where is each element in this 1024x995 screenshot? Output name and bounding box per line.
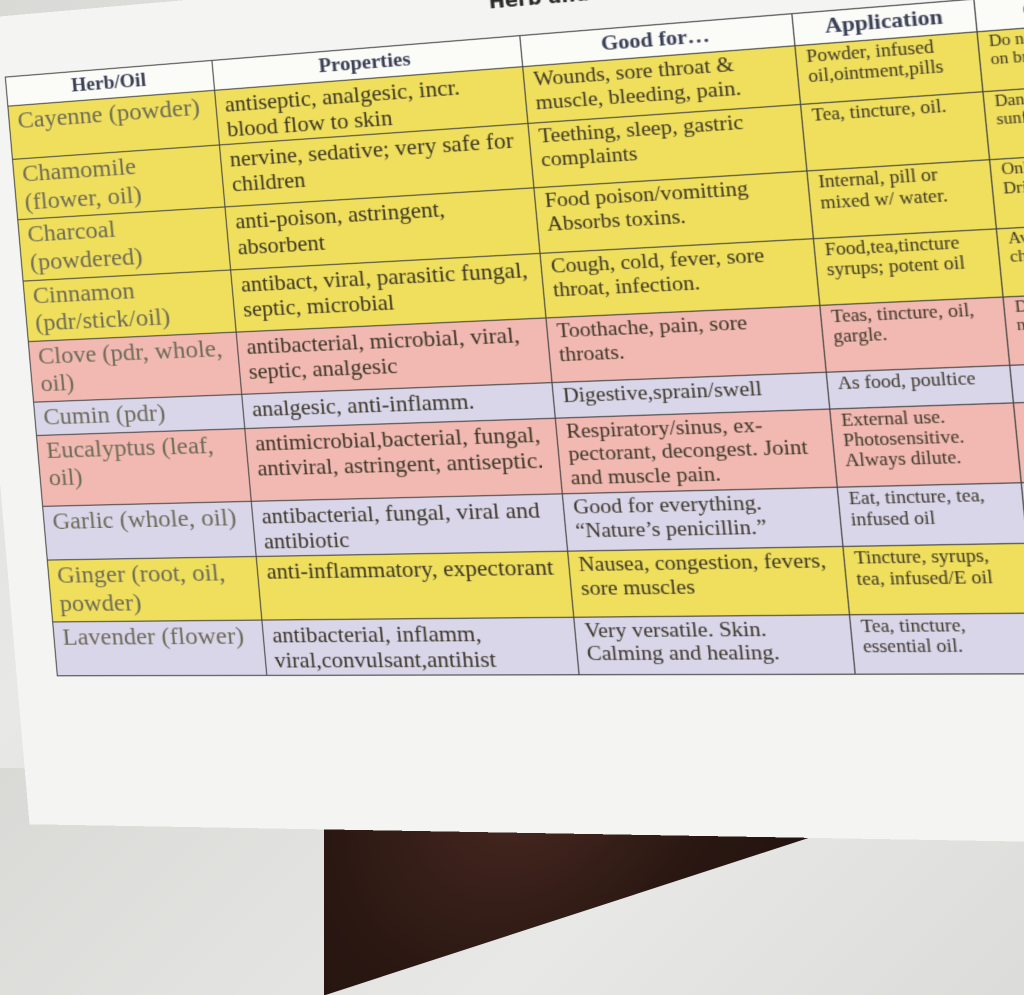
cell-good-for: Very versatile. Skin. Calming and healin…	[573, 614, 856, 675]
cell-application: Tea, tincture, essential oil.	[849, 612, 1024, 675]
cell-herb: Garlic (whole, oil)	[42, 501, 257, 561]
cell-herb: Lavender (flower)	[52, 619, 267, 676]
chart-title: Herb and Oil Pocket Chart	[488, 0, 781, 14]
herb-table: Herb/Oil Properties Good for… Applicatio…	[5, 0, 1024, 676]
cell-herb: Eucalyptus (leaf, oil)	[36, 428, 252, 507]
cell-herb: Cinnamon (pdr/stick/oil)	[23, 269, 237, 342]
cell-good-for: Nausea, congestion, fevers, sore muscles	[567, 546, 850, 617]
header-cautions: Cautions	[973, 0, 1024, 32]
cell-cautions: Dandelion, ragweed, sunflower allergies.	[982, 78, 1024, 161]
cell-good-for: Good for everything. “Nature’s penicilli…	[562, 487, 843, 552]
cell-good-for: Cough, cold, fever, sore throat, infecti…	[539, 238, 820, 318]
cell-properties: antimicrobial,bacterial, fungal, antivir…	[244, 417, 563, 502]
cell-properties: anti-inflammatory, expectorant	[256, 551, 574, 620]
cell-application: Teas, tincture, oil, gargle.	[819, 296, 1010, 373]
cell-herb: Ginger (root, oil, powder)	[47, 556, 262, 622]
cell-good-for: Respiratory/sinus, ex-pectorant, deconge…	[555, 408, 838, 494]
cell-application: External use. Photosensitive. Always dil…	[829, 402, 1022, 488]
cell-herb: Clove (pdr, whole, oil)	[28, 331, 242, 403]
cell-cautions: Only activated char. Drink extra water.	[989, 148, 1024, 229]
cell-application: As food, poultice	[826, 365, 1014, 409]
cell-application: Tincture, syrups, tea, infused/E oil	[842, 543, 1024, 615]
cell-herb: Charcoal (powdered)	[17, 207, 231, 281]
cell-properties: antibacterial, inflamm, viral,convulsant…	[261, 616, 580, 676]
table-row: Lavender (flower) antibacterial, inflamm,…	[52, 611, 1024, 676]
cell-properties: antibacterial, fungal, viral and antibio…	[251, 493, 568, 557]
cell-cautions	[1009, 358, 1024, 403]
pocket-chart-card: Herb and Oil Pocket Chart Herb/Oil Prope…	[0, 0, 1024, 846]
cell-application: Tea, tincture, oil.	[800, 92, 990, 172]
cell-properties: antibacterial, microbial, viral, septic,…	[236, 317, 552, 395]
cell-good-for: Toothache, pain, sore throats.	[545, 305, 827, 383]
cell-application: Eat, tincture, tea, infused oil	[837, 482, 1024, 547]
cell-application: Food,tea,tincture syrups; potent oil	[813, 228, 1004, 306]
cell-application: Internal, pill or mixed w/ water.	[806, 160, 997, 239]
